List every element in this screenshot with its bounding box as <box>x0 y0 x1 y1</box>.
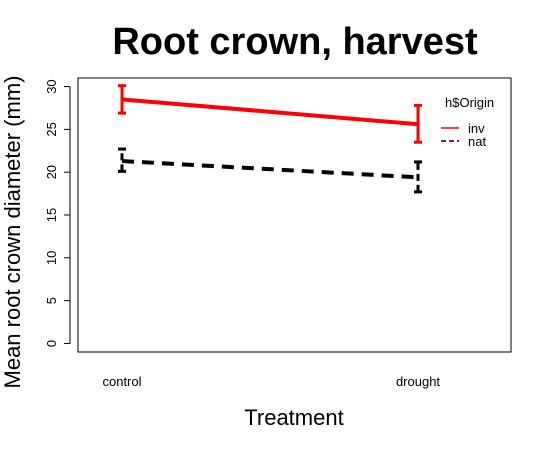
y-tick-label: 20 <box>44 165 59 179</box>
error-bar <box>118 147 126 173</box>
x-axis-label: Treatment <box>244 405 343 430</box>
series-line-inv <box>121 97 419 127</box>
series-inv <box>118 84 422 144</box>
x-tick-label: drought <box>396 374 440 389</box>
chart-title: Root crown, harvest <box>112 21 478 63</box>
legend-title: h$Origin <box>445 95 494 110</box>
legend-label-nat: nat <box>468 134 486 149</box>
series-layer <box>118 84 422 194</box>
y-tick-label: 30 <box>44 79 59 93</box>
y-tick-label: 5 <box>44 297 59 304</box>
y-axis-label: Mean root crown diameter (mm) <box>0 76 25 389</box>
y-tick-label: 15 <box>44 208 59 222</box>
legend-label-inv: inv <box>468 121 485 136</box>
x-axis-tick-labels: control drought <box>102 374 440 389</box>
y-tick-label: 10 <box>44 251 59 265</box>
y-tick-label: 0 <box>44 340 59 347</box>
series-line-nat <box>121 159 419 180</box>
x-tick-label: control <box>102 374 141 389</box>
plot-area <box>77 77 512 353</box>
series-nat <box>118 147 422 194</box>
y-axis: 0 5 10 15 20 25 30 <box>44 79 71 347</box>
error-bar <box>414 160 422 194</box>
y-tick-label: 25 <box>44 122 59 136</box>
